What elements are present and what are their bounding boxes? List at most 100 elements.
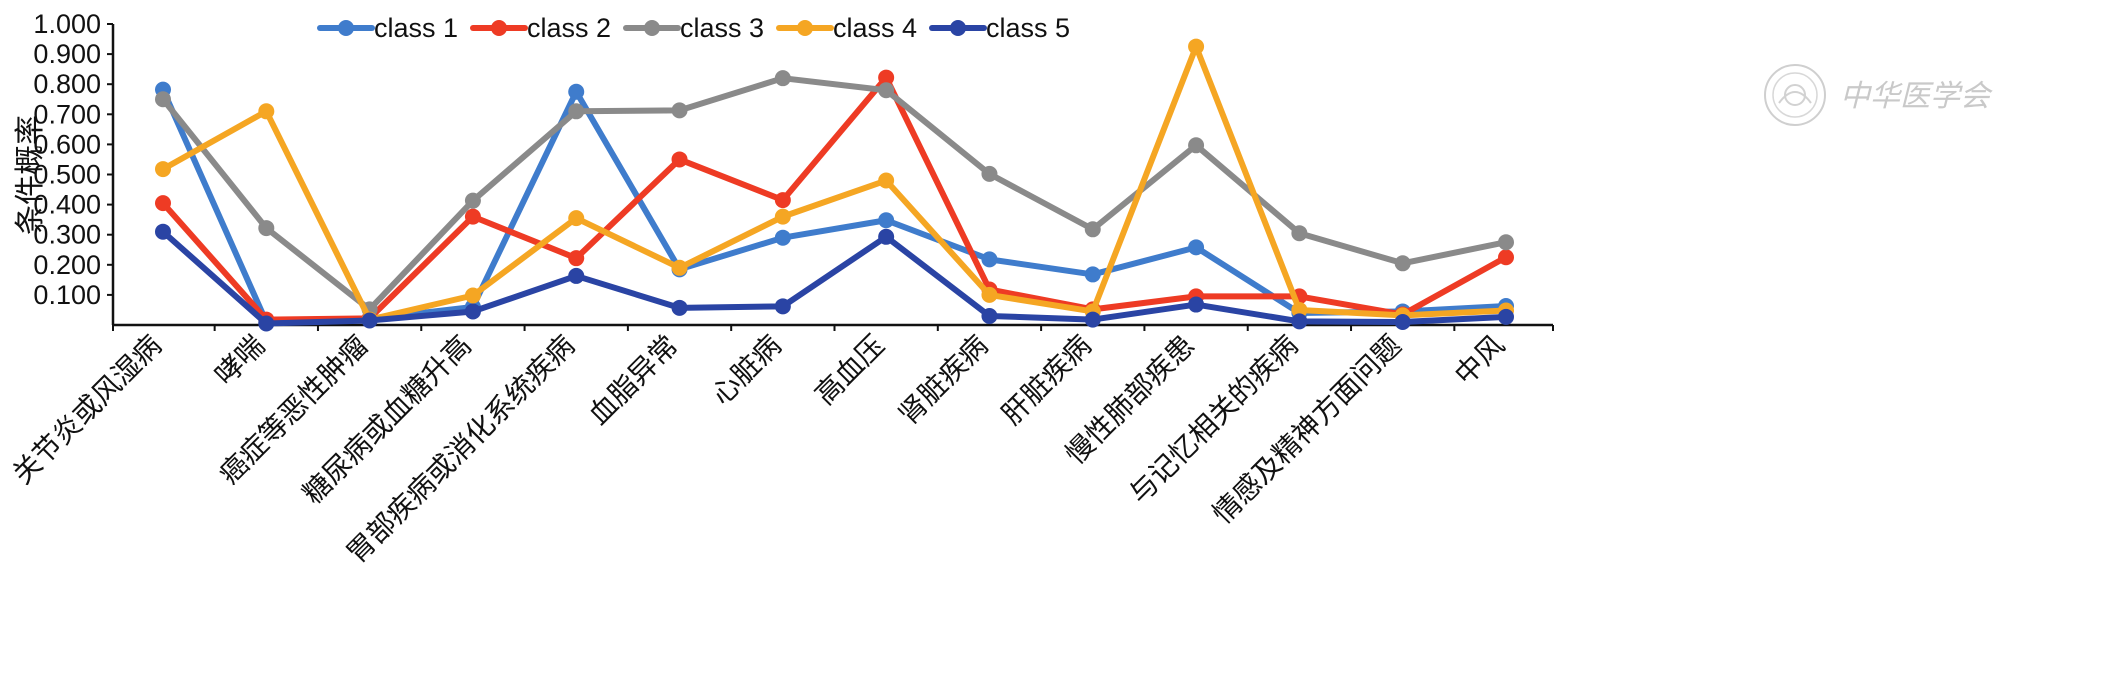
data-point (1291, 225, 1308, 242)
data-point (1394, 255, 1411, 272)
legend-item: class 4 (776, 13, 917, 43)
data-point (671, 102, 688, 119)
y-tick-label: 0.600 (33, 129, 101, 159)
data-point (258, 103, 275, 120)
series-3 (155, 70, 1514, 318)
x-tick-label: 情感及精神方面问题 (1206, 329, 1408, 531)
data-point (1498, 234, 1514, 251)
data-point (1188, 296, 1205, 313)
data-point (981, 286, 998, 303)
legend: class 1 class 2 class 3 class 4 class 5 (317, 13, 1070, 43)
data-point (1188, 137, 1205, 154)
series-line (160, 74, 1509, 323)
legend-item: class 2 (470, 13, 611, 43)
data-point (464, 208, 481, 225)
data-point (155, 91, 171, 108)
data-point (1084, 311, 1101, 328)
data-point (464, 287, 481, 304)
y-tick-label: 0.800 (33, 69, 101, 99)
data-point (774, 192, 791, 209)
y-ticks: 0.1000.2000.3000.4000.5000.6000.7000.800… (33, 9, 113, 310)
series-5 (155, 223, 1514, 332)
data-point (1188, 239, 1205, 256)
y-tick-label: 0.500 (33, 160, 101, 190)
data-point (568, 83, 585, 100)
data-point (671, 299, 688, 316)
data-point (1291, 301, 1308, 318)
watermark-text: 中华医学会 (1840, 79, 1993, 114)
legend-marker (950, 20, 966, 36)
data-point (361, 312, 378, 329)
data-point (568, 267, 585, 284)
legend-label: class 5 (986, 13, 1070, 43)
data-point (774, 229, 791, 246)
data-point (258, 220, 275, 237)
data-point (1498, 308, 1514, 325)
data-point (878, 212, 895, 229)
series-line (160, 75, 1509, 313)
data-point (258, 315, 275, 332)
data-point (878, 172, 895, 189)
data-point (981, 251, 998, 268)
x-ticks: 关节炎或风湿病 哮喘癌症等恶性肿瘤糖尿病或血糖升高胃部疾病或消化系统疾病 血脂异常心… (6, 325, 1554, 570)
data-point (568, 210, 585, 227)
data-point (878, 82, 895, 99)
x-tick-label: 肾脏疾病 (892, 329, 995, 432)
watermark-seal-icon (1764, 64, 1826, 126)
data-point (1498, 249, 1514, 266)
watermark: 中华医学会 (1764, 64, 1993, 126)
data-point (1394, 313, 1411, 330)
data-point (1084, 221, 1101, 238)
legend-item: class 1 (317, 13, 458, 43)
x-tick-label: 血脂异常 (582, 329, 685, 432)
data-point (155, 161, 171, 178)
data-point (671, 151, 688, 168)
data-point (464, 192, 481, 209)
data-point (878, 69, 895, 86)
legend-marker (491, 20, 507, 36)
y-tick-label: 0.300 (33, 220, 101, 250)
data-point (1291, 313, 1308, 330)
data-point (774, 208, 791, 225)
y-axis-title-group: 条件概率 (13, 115, 48, 235)
legend-marker (338, 20, 354, 36)
x-tick-label: 心脏病 (705, 329, 788, 412)
data-point (1084, 266, 1101, 283)
series-group (155, 38, 1514, 332)
x-tick-label: 关节炎或风湿病 (6, 329, 168, 491)
legend-item: class 5 (929, 13, 1070, 43)
y-tick-label: 0.100 (33, 280, 101, 310)
legend-marker (644, 20, 660, 36)
legend-label: class 3 (680, 13, 764, 43)
data-point (464, 303, 481, 320)
x-tick-label: 中风 (1448, 329, 1511, 392)
data-point (568, 250, 585, 267)
legend-label: class 2 (527, 13, 611, 43)
legend-label: class 4 (833, 13, 917, 43)
y-axis-title: 条件概率 (13, 115, 48, 235)
legend-marker (797, 20, 813, 36)
y-tick-label: 1.000 (33, 9, 101, 39)
series-line (160, 86, 1509, 325)
data-point (568, 103, 585, 120)
y-tick-label: 0.700 (33, 99, 101, 129)
data-point (671, 259, 688, 276)
x-tick-label: 哮喘 (208, 329, 271, 392)
legend-label: class 1 (374, 13, 458, 43)
y-tick-label: 0.900 (33, 39, 101, 69)
data-point (878, 228, 895, 245)
series-line (160, 43, 1509, 323)
data-point (155, 223, 171, 240)
data-point (155, 195, 171, 212)
data-point (981, 307, 998, 324)
data-point (1188, 38, 1205, 55)
data-point (981, 165, 998, 182)
data-point (774, 70, 791, 87)
series-line (160, 228, 1509, 327)
y-tick-label: 0.200 (33, 250, 101, 280)
x-tick-label: 高血压 (808, 329, 891, 412)
legend-item: class 3 (623, 13, 764, 43)
x-tick-label: 肝脏疾病 (995, 329, 1098, 432)
data-point (774, 298, 791, 315)
